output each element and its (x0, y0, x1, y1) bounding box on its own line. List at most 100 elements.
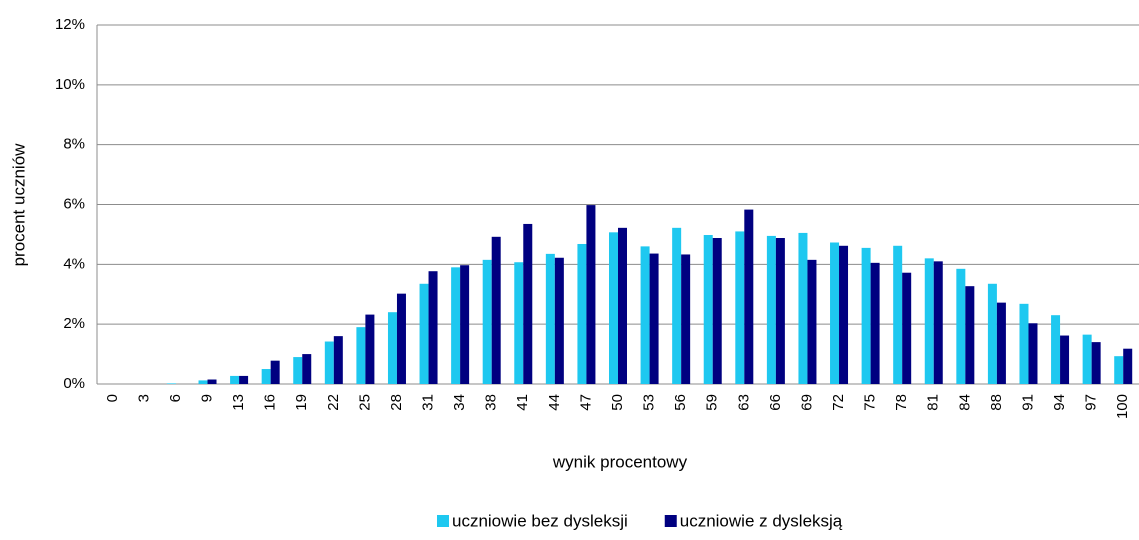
y-tick-label: 4% (63, 255, 85, 272)
x-tick-label: 56 (672, 394, 689, 411)
bar (482, 259, 492, 384)
bar (956, 268, 966, 384)
legend-swatch (664, 515, 677, 527)
x-tick-label: 34 (451, 394, 468, 411)
bar (166, 383, 176, 384)
bar (775, 238, 785, 384)
bar (861, 247, 871, 384)
x-tick-label: 91 (1019, 394, 1036, 411)
bar (870, 262, 880, 384)
x-tick-label: 41 (514, 394, 531, 411)
bar (239, 375, 249, 384)
x-tick-label: 0 (104, 394, 121, 402)
bar (1051, 315, 1061, 384)
bar (261, 369, 271, 384)
x-tick-label: 84 (956, 394, 973, 411)
bar (428, 271, 438, 384)
bar (987, 283, 997, 384)
bar (230, 375, 240, 384)
y-tick-label: 8% (63, 136, 85, 153)
y-tick-label: 2% (63, 315, 85, 332)
bar (712, 238, 722, 384)
bar (293, 357, 303, 384)
bar (996, 302, 1006, 384)
bar (365, 314, 375, 384)
bar (270, 360, 280, 384)
bar (523, 223, 533, 384)
x-tick-label: 6 (167, 394, 184, 402)
x-tick-label: 97 (1083, 394, 1100, 411)
x-tick-label: 28 (388, 394, 405, 411)
bar (1123, 348, 1133, 384)
x-tick-label: 38 (483, 394, 500, 411)
bar (586, 205, 596, 384)
x-tick-label: 94 (1051, 394, 1068, 411)
bar (618, 227, 627, 384)
legend-label: uczniowie z dysleksją (680, 511, 843, 530)
x-tick-label: 31 (420, 394, 437, 411)
bar (545, 253, 555, 384)
legend-swatch (437, 515, 449, 527)
bar (460, 265, 470, 384)
x-tick-label: 59 (704, 394, 721, 411)
y-axis-label: procent uczniów (9, 143, 28, 267)
bar (577, 243, 587, 384)
bar (491, 236, 501, 384)
x-axis-label: wynik procentowy (552, 452, 688, 471)
x-tick-label: 25 (356, 394, 373, 411)
legend-label: uczniowie bez dysleksji (452, 511, 628, 530)
bar (609, 232, 618, 384)
x-tick-label: 19 (293, 394, 310, 411)
bar (902, 272, 912, 384)
bar (933, 261, 943, 384)
x-tick-label: 100 (1114, 394, 1131, 419)
bar (672, 227, 682, 384)
bar (198, 380, 208, 384)
bar (419, 283, 429, 384)
x-tick-label: 53 (641, 394, 658, 411)
bar (207, 379, 217, 384)
x-tick-label: 78 (893, 394, 910, 411)
x-tick-label: 75 (862, 394, 879, 411)
bar (893, 245, 903, 384)
bar (554, 257, 564, 384)
y-tick-label: 12% (55, 16, 85, 33)
bar (333, 336, 343, 384)
bar (451, 267, 461, 384)
bar (1028, 323, 1038, 384)
x-tick-label: 22 (325, 394, 342, 411)
bar (302, 354, 312, 384)
bar (396, 293, 406, 384)
bar (387, 312, 397, 384)
bar (514, 262, 524, 384)
y-tick-label: 10% (55, 76, 85, 93)
bar (1114, 356, 1124, 384)
x-tick-label: 63 (735, 394, 752, 411)
bar (703, 235, 713, 384)
x-tick-label: 16 (262, 394, 279, 411)
bar (798, 232, 808, 384)
bar (924, 258, 934, 384)
bar (830, 242, 840, 384)
y-tick-label: 6% (63, 195, 85, 212)
bar (766, 235, 776, 384)
bar (356, 327, 366, 384)
bar (965, 286, 975, 384)
bar (1060, 335, 1070, 384)
bar (839, 245, 849, 384)
bar (681, 254, 691, 384)
bar (1091, 342, 1101, 384)
bar (649, 253, 659, 384)
bar (735, 231, 745, 384)
x-tick-label: 44 (546, 394, 563, 411)
bar (744, 209, 754, 384)
y-tick-label: 0% (63, 375, 85, 392)
x-tick-label: 9 (198, 394, 215, 402)
bar (807, 259, 817, 384)
x-tick-label: 50 (609, 394, 626, 411)
x-tick-label: 69 (798, 394, 815, 411)
bar (640, 246, 650, 384)
x-tick-label: 88 (988, 394, 1005, 411)
bar (324, 341, 334, 384)
